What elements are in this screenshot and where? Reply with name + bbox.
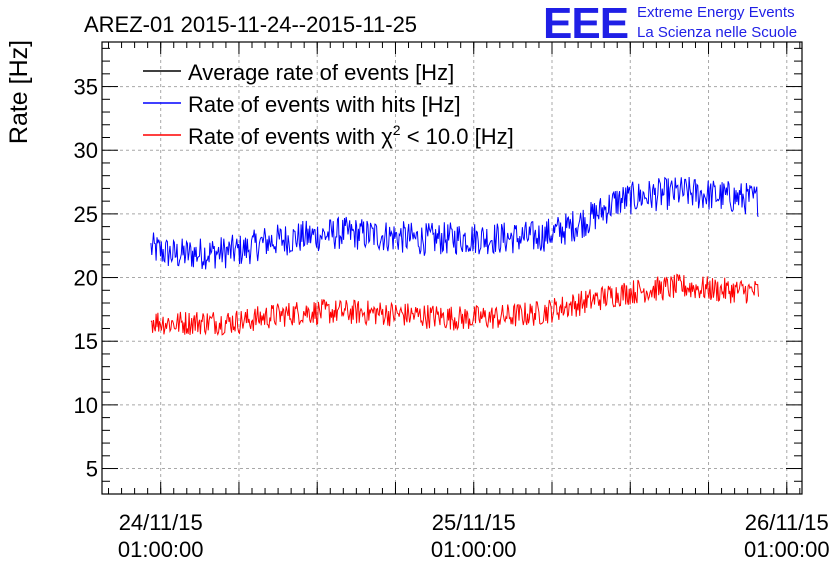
legend-label-chi2: Rate of events with χ2 < 10.0 [Hz]	[188, 122, 514, 149]
legend-chi2-suffix: < 10.0 [Hz]	[401, 124, 514, 149]
chart-title: AREZ-01 2015-11-24--2015-11-25	[84, 12, 417, 37]
x-tick-label-date: 24/11/15	[119, 510, 203, 535]
y-axis-label: Rate [Hz]	[5, 40, 33, 144]
y-tick-label: 10	[74, 393, 98, 418]
y-tick-label: 25	[74, 202, 98, 227]
eee-logo: EEE	[543, 0, 629, 48]
logo-line-2: La Scienza nelle Scuole	[637, 24, 798, 41]
y-tick-label: 35	[74, 75, 98, 100]
series-lines	[150, 176, 759, 337]
logo-line-1: Extreme Energy Events	[637, 4, 795, 21]
legend-chi2-prefix: Rate of events with	[188, 124, 381, 149]
y-tick-label: 15	[74, 329, 98, 354]
plot-frame	[101, 41, 803, 495]
legend: Average rate of events [Hz] Rate of even…	[143, 60, 514, 149]
legend-chi2-symbol: χ	[381, 124, 393, 149]
x-tick-label-time: 01:00:00	[744, 537, 830, 562]
axis-ticks: 24/11/1501:00:0025/11/1501:00:0026/11/15…	[74, 42, 830, 562]
series-line-2	[150, 273, 759, 337]
legend-label-average: Average rate of events [Hz]	[188, 60, 454, 85]
y-tick-label: 30	[74, 138, 98, 163]
legend-chi2-superscript: 2	[393, 122, 401, 138]
x-tick-label-time: 01:00:00	[118, 537, 204, 562]
grid-lines	[102, 42, 802, 494]
series-line-1	[150, 176, 759, 270]
x-tick-label-date: 25/11/15	[432, 510, 516, 535]
y-tick-label: 20	[74, 266, 98, 291]
x-tick-label-date: 26/11/15	[745, 510, 829, 535]
x-tick-label-time: 01:00:00	[431, 537, 517, 562]
y-tick-label: 5	[86, 457, 98, 482]
legend-label-hits: Rate of events with hits [Hz]	[188, 92, 461, 117]
